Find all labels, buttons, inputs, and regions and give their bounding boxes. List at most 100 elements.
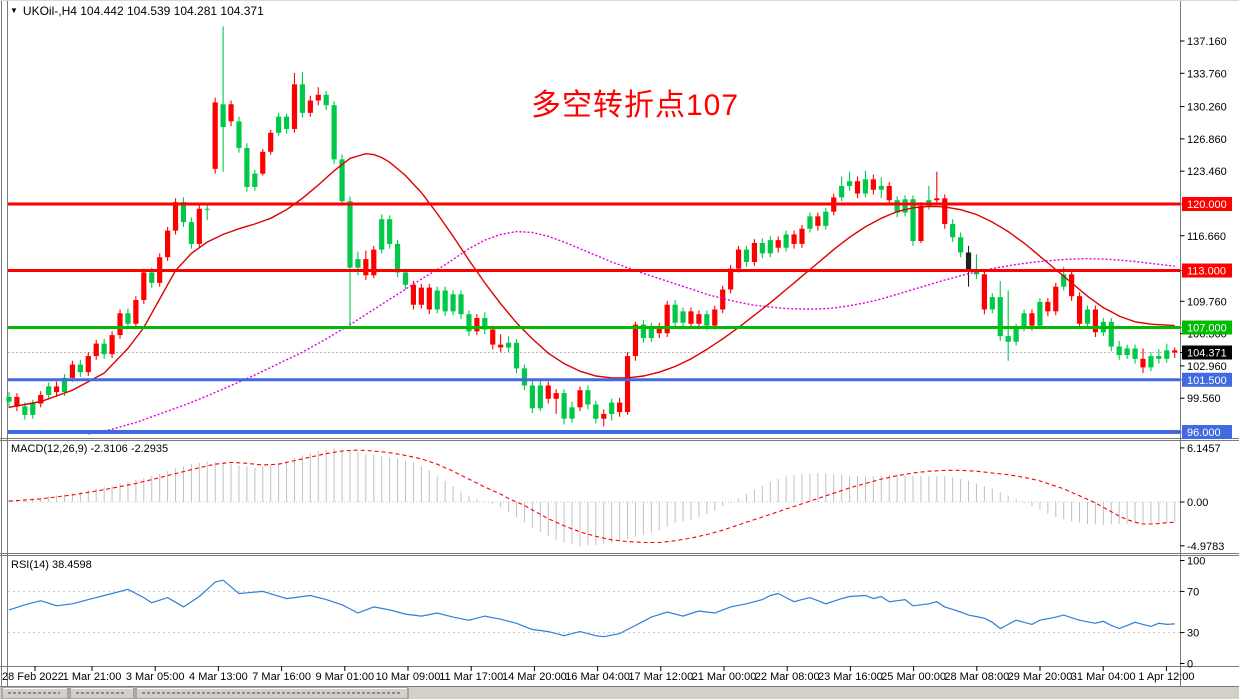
candle-body <box>656 326 662 334</box>
candle-body <box>141 272 147 300</box>
candle-body <box>1069 274 1075 297</box>
candle-body <box>244 147 250 187</box>
candle-body <box>482 318 488 330</box>
candle-body <box>276 116 282 133</box>
candle-body <box>394 243 401 273</box>
candle-body <box>283 116 290 129</box>
candle-body <box>268 132 274 152</box>
candle-body <box>1061 274 1067 287</box>
candle-body <box>172 202 179 231</box>
candle-body <box>870 179 876 190</box>
candle-body <box>735 249 742 269</box>
candle-body <box>1092 309 1099 333</box>
candle-body <box>379 219 385 250</box>
candle-body <box>513 342 520 369</box>
candle-body <box>886 185 892 201</box>
rsi-axis-label: 30 <box>1187 628 1199 640</box>
candle-body <box>561 393 567 419</box>
candle-body <box>624 356 631 413</box>
candle-body <box>299 84 306 113</box>
candle-body <box>14 396 20 407</box>
time-tick-label: 21 Mar 00:00 <box>692 671 757 683</box>
time-tick-label: 31 Mar 04:00 <box>1071 671 1136 683</box>
candle-body <box>688 311 694 324</box>
candle-body <box>791 234 797 244</box>
candle-body <box>1053 286 1059 312</box>
candle-body <box>601 413 607 419</box>
candle-body <box>783 234 789 248</box>
candle-body <box>165 230 171 258</box>
candle-body <box>989 297 995 310</box>
candle-body <box>410 284 417 305</box>
candle-body <box>466 314 472 332</box>
main-price-panel[interactable] <box>6 26 1180 435</box>
candle-body <box>1076 296 1083 324</box>
candle-body <box>981 274 987 310</box>
candle-body <box>498 344 504 348</box>
candle-body <box>1108 321 1114 347</box>
candle-body <box>236 121 242 148</box>
candle-body <box>1029 313 1035 326</box>
candles-layer <box>6 26 1178 427</box>
price-tick-label: 102.960 <box>1187 361 1227 373</box>
chevron-down-icon[interactable]: ▼ <box>10 6 18 15</box>
candle-body <box>529 385 535 409</box>
candle-body <box>997 297 1003 337</box>
macd-axis-label: 0.00 <box>1187 497 1208 509</box>
candle-body <box>53 386 60 393</box>
price-tick-label: 133.760 <box>1187 68 1227 80</box>
price-axis[interactable]: 137.160 133.760 130.260 126.860 123.460 116.6… <box>1180 36 1232 440</box>
candle-body <box>942 198 948 224</box>
candle-body <box>894 200 900 213</box>
candle-body <box>69 364 76 378</box>
candle-body <box>196 208 202 244</box>
symbol-header: ▼ UKOil-,H4 104.442 104.539 104.281 104.… <box>10 4 264 18</box>
chart-annotation-text[interactable]: 多空转折点107 <box>531 89 740 122</box>
price-level-badge <box>1182 263 1232 278</box>
candle-body <box>553 393 559 399</box>
candle-body <box>418 287 424 305</box>
candle-body <box>38 394 44 404</box>
price-tick-label: 99.560 <box>1187 393 1221 405</box>
macd-panel[interactable]: 6.1457 0.00 -4.9783 <box>8 443 1224 553</box>
price-tick-label: 137.160 <box>1187 36 1227 48</box>
candle-body <box>664 304 670 334</box>
candle-body <box>307 100 313 113</box>
candle-body <box>878 185 884 190</box>
price-level-badge-label: 96.000 <box>1187 427 1221 439</box>
candle-body <box>640 324 646 338</box>
candle-body <box>355 259 361 268</box>
time-tick-label: 17 Mar 12:00 <box>628 671 693 683</box>
candle-body <box>1124 348 1130 356</box>
candle-body <box>617 402 623 413</box>
candle-body <box>720 289 726 310</box>
candle-body <box>46 386 52 395</box>
candle-body <box>1172 350 1178 353</box>
candle-body <box>387 219 393 244</box>
time-tick-label: 29 Mar 20:00 <box>1008 671 1073 683</box>
candle-body <box>545 385 551 399</box>
rsi-panel[interactable]: 100 70 30 0 <box>8 556 1205 671</box>
candle-body <box>474 318 480 332</box>
candle-body <box>902 199 908 213</box>
candle-body <box>323 94 329 106</box>
rsi-indicator-label: RSI(14) 38.4598 <box>11 559 92 571</box>
candle-body <box>743 249 750 262</box>
time-tick-label: 25 Mar 00:00 <box>881 671 946 683</box>
candle-body <box>648 326 654 338</box>
price-level-badge-label: 120.000 <box>1187 199 1227 211</box>
time-tick-label: 1 Mar 21:00 <box>63 671 122 683</box>
candle-body <box>1164 350 1170 359</box>
candle-body <box>426 287 432 310</box>
candle-body <box>188 222 194 244</box>
candle-body <box>442 290 448 312</box>
candle-body <box>910 199 916 242</box>
chart-tab-bar[interactable] <box>0 687 1239 699</box>
candle-body <box>846 181 853 186</box>
candle-body <box>1037 301 1043 326</box>
price-level-badge <box>1182 345 1232 360</box>
candle-body <box>117 313 123 336</box>
